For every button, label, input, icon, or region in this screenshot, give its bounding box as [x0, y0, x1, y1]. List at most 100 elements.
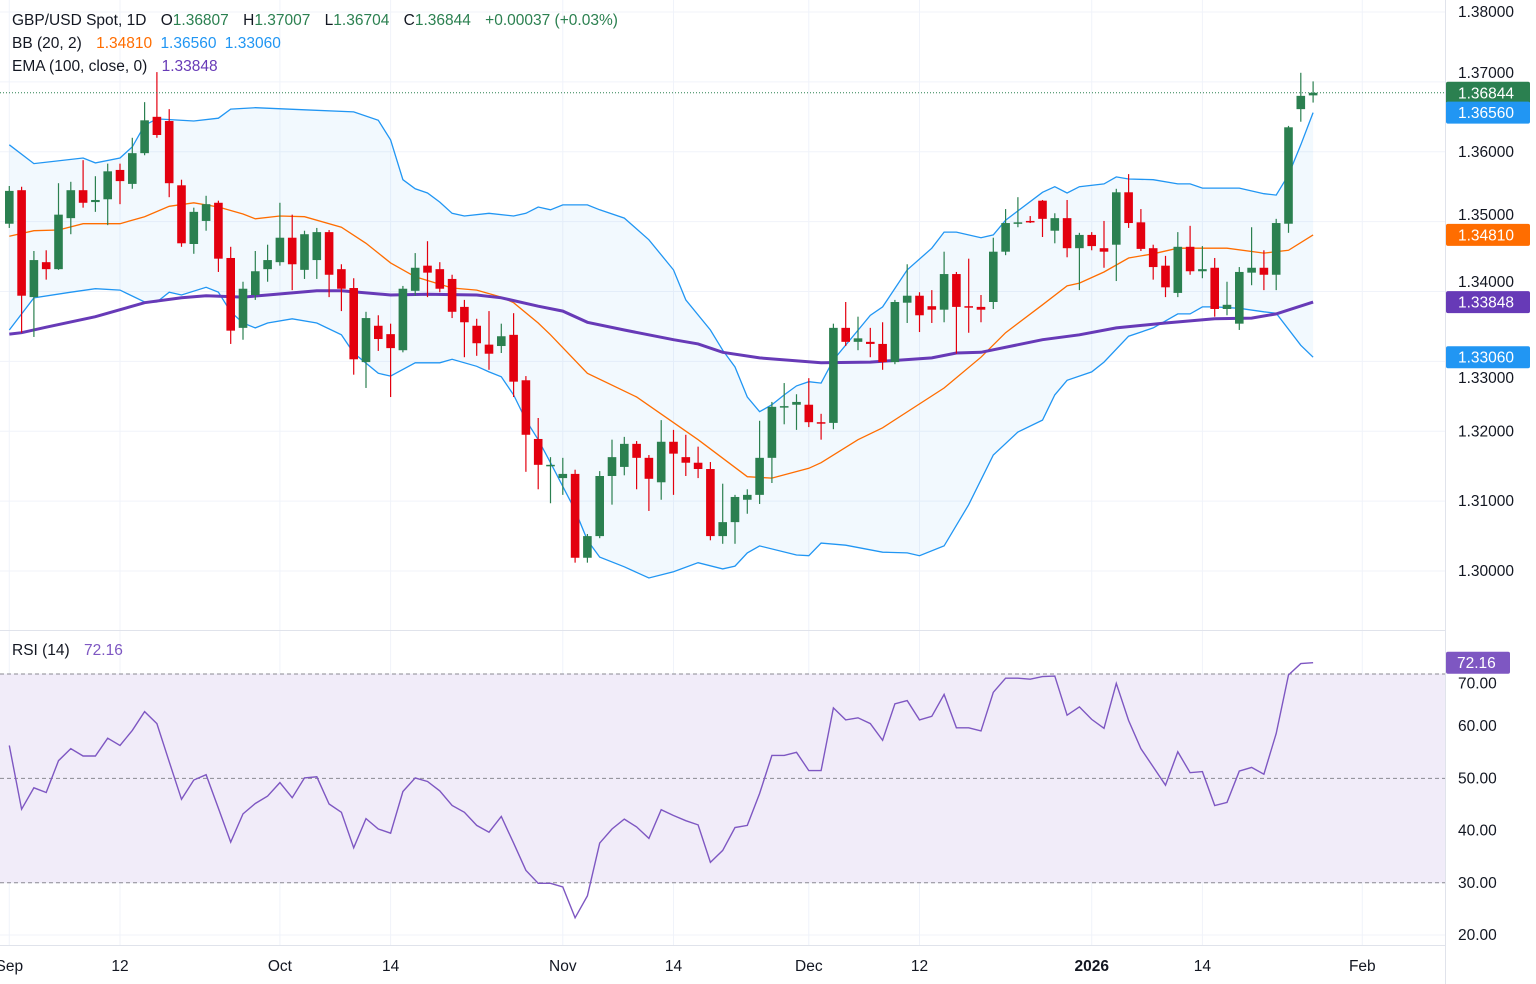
candle-body	[767, 406, 777, 458]
candle-body	[238, 288, 248, 328]
candle	[1185, 225, 1195, 275]
candle-body	[91, 199, 100, 203]
candle	[1284, 125, 1293, 233]
symbol-legend: GBP/USD Spot, 1D O1.36807 H1.37007 L1.36…	[12, 12, 622, 30]
candle	[189, 207, 199, 254]
price-badge: 1.36560	[1446, 101, 1530, 124]
candle-body	[1099, 248, 1109, 252]
open-label: O	[160, 12, 173, 29]
candle	[952, 271, 961, 354]
price-badge: 1.34810	[1446, 223, 1530, 246]
rsi-pane	[0, 662, 1445, 920]
high-label: H	[243, 12, 255, 29]
bb-lower-value: 1.33060	[224, 35, 281, 52]
candle-body	[964, 306, 973, 308]
candle-body	[1001, 223, 1010, 252]
candle	[1247, 227, 1256, 286]
candle	[140, 102, 149, 156]
candle-body	[1173, 246, 1183, 293]
candle	[730, 494, 740, 544]
candle	[792, 394, 801, 430]
rsi-line	[8, 662, 1314, 920]
candle-body	[632, 443, 641, 458]
ema-legend: EMA (100, close, 0) 1.33848	[12, 58, 222, 76]
candle	[66, 181, 76, 235]
bb-fill	[9, 107, 1314, 578]
open-value: 1.36807	[172, 12, 229, 29]
time-tick-label: Dec	[795, 958, 823, 975]
candle	[816, 413, 826, 440]
candle-body	[1062, 218, 1072, 249]
candle-body	[866, 341, 875, 344]
candle	[829, 323, 838, 430]
ema-label[interactable]: EMA (100, close, 0)	[12, 58, 148, 75]
candle	[1173, 232, 1183, 298]
candle-body	[730, 496, 740, 523]
candle	[275, 202, 285, 266]
candle	[779, 383, 789, 425]
candle	[410, 253, 420, 296]
candle	[976, 295, 986, 323]
candle-body	[952, 274, 961, 307]
price-tick-label: 1.31000	[1458, 493, 1514, 510]
candle	[841, 302, 850, 347]
candle-body	[706, 469, 715, 537]
candle-body	[54, 214, 63, 270]
candle	[349, 278, 358, 375]
candle-body	[361, 318, 371, 363]
candle-body	[816, 422, 826, 424]
rsi-tick-label: 20.00	[1458, 927, 1497, 944]
candle-body	[1075, 234, 1084, 249]
candle-body	[1136, 222, 1146, 249]
candle	[251, 250, 260, 300]
time-tick-label: Nov	[549, 958, 577, 975]
symbol-title[interactable]: GBP/USD Spot, 1D	[12, 12, 147, 29]
bb-label[interactable]: BB (20, 2)	[12, 35, 82, 52]
candle	[1013, 197, 1023, 228]
candle	[337, 264, 346, 312]
price-tick-label: 1.36000	[1458, 144, 1514, 161]
candle	[17, 186, 26, 333]
candle	[595, 471, 604, 539]
price-badge-bg	[1446, 346, 1530, 369]
candle-body	[263, 260, 272, 270]
rsi-tick-label: 50.00	[1458, 770, 1497, 787]
time-tick-label: 2026	[1074, 958, 1109, 975]
candle-body	[878, 343, 887, 363]
candle	[718, 483, 727, 544]
candle	[5, 186, 14, 228]
candle	[423, 241, 432, 298]
candle-body	[829, 327, 838, 423]
candle	[1124, 174, 1133, 228]
candle-body	[374, 325, 383, 340]
candle	[1136, 209, 1146, 251]
bb-legend: BB (20, 2) 1.34810 1.36560 1.33060	[12, 35, 285, 53]
candle-body	[1198, 269, 1207, 272]
price-badge-bg	[1446, 223, 1530, 246]
candle-body	[103, 171, 112, 200]
candle	[484, 311, 494, 370]
candle-body	[521, 380, 531, 435]
rsi-tick-label: 40.00	[1458, 823, 1497, 840]
candle	[287, 214, 297, 291]
candle-body	[447, 278, 457, 312]
rsi-badge-bg	[1446, 651, 1510, 674]
price-badge-label: 1.36560	[1458, 105, 1514, 122]
candle-body	[164, 121, 174, 184]
candle-body	[1148, 248, 1158, 268]
candle	[226, 246, 235, 344]
candle-body	[915, 295, 924, 316]
candle	[300, 230, 309, 279]
candle-body	[1087, 234, 1096, 247]
candle-body	[779, 406, 789, 408]
candle-body	[115, 169, 125, 182]
candle	[853, 316, 863, 351]
candle-body	[1112, 192, 1121, 245]
low-label: L	[324, 12, 334, 29]
candle-body	[546, 464, 555, 467]
time-tick-label: 14	[1194, 958, 1212, 975]
candle-body	[1124, 192, 1133, 224]
price-tick-label: 1.30000	[1458, 563, 1514, 580]
rsi-label[interactable]: RSI (14)	[12, 642, 70, 659]
